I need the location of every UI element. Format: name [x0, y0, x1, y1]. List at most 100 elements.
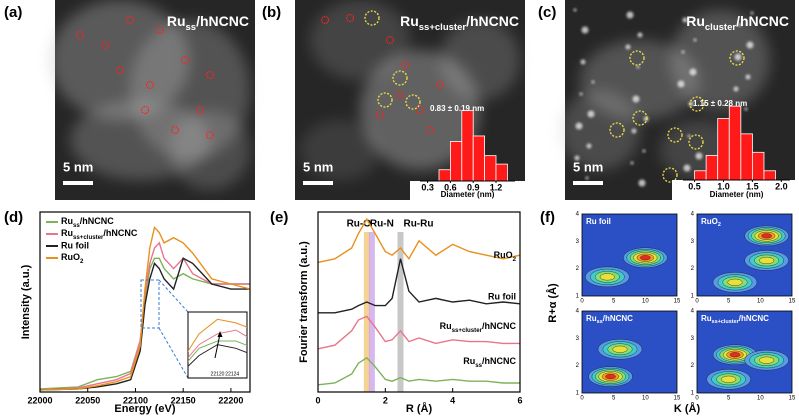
atom-marker: [170, 125, 180, 135]
text-part: ss+cluster: [73, 234, 104, 241]
x-tick-label: 0: [695, 299, 699, 305]
bright-spot: [689, 68, 697, 76]
y-tick-label: 4: [576, 212, 580, 218]
atom-marker: [155, 25, 165, 35]
annotation: 1.15 ± 0.28 nm: [693, 99, 747, 108]
image-texture: [560, 90, 640, 170]
image-title: Rucluster/hNCNC: [686, 13, 789, 33]
y-tick-label: 4: [576, 309, 580, 315]
text-part: /hNCNC: [603, 314, 633, 323]
band: [363, 232, 370, 392]
contour-level: [612, 345, 628, 353]
cluster-marker: [405, 94, 421, 110]
atom-marker: [115, 65, 125, 75]
y-tick-label: 1: [576, 391, 580, 397]
histogram-bar: [484, 155, 497, 182]
micrograph: [50, 0, 255, 200]
bright-spot: [630, 161, 634, 165]
plot-frame: [39, 211, 251, 393]
scale-bar-label: 5 nm: [303, 159, 333, 174]
atom-marker: [145, 80, 155, 90]
text-part: 2: [718, 222, 721, 228]
histogram-bar: [449, 141, 463, 182]
x-tick-label: 0: [695, 396, 699, 402]
x-tick-label: 10: [642, 299, 649, 305]
y-tick-label: 4: [691, 212, 695, 218]
contour-level: [605, 374, 616, 380]
bright-spot: [642, 149, 646, 153]
legend-label: Ru foil: [61, 240, 89, 250]
series-line: [39, 225, 251, 391]
subplot-title: Russ/hNCNC: [586, 314, 633, 325]
wavelet-map: [697, 311, 792, 393]
panel-label: (d): [4, 209, 23, 226]
contour-level: [599, 273, 615, 281]
bright-spot: [579, 92, 583, 96]
bright-spot: [687, 134, 691, 138]
histogram-bar: [717, 118, 730, 181]
image-texture: [670, 10, 770, 110]
bright-spot: [586, 143, 592, 149]
legend-label: RuO2: [61, 252, 84, 265]
bright-spot: [625, 44, 631, 50]
text-part: Ru: [400, 13, 419, 29]
text-part: Ru: [701, 314, 712, 323]
atom-marker: [320, 15, 330, 25]
atom-marker: [205, 130, 215, 140]
atom-marker: [395, 90, 405, 100]
band-label: Ru-Ru: [403, 219, 433, 230]
x-tick-label: 22200: [218, 395, 243, 405]
bright-spot: [632, 95, 640, 103]
x-tick-label: 15: [674, 299, 681, 305]
histogram-axis-background: [410, 181, 525, 200]
series-line: [317, 356, 520, 386]
text-part: Ru: [463, 356, 475, 366]
annotation: 0.83 ± 0.19 nm: [430, 104, 484, 113]
x-axis-title: Diameter (nm): [710, 190, 764, 199]
image-texture: [170, 110, 250, 190]
y-tick-label: 2: [576, 363, 580, 369]
plot-frame: [317, 211, 521, 393]
y-tick-label: 1: [576, 294, 580, 300]
inset-arrowhead: [217, 331, 223, 337]
y-tick-label: 2: [691, 363, 695, 369]
text-part: ss: [186, 22, 197, 33]
y-tick-label: 3: [576, 336, 580, 342]
contour-level: [759, 356, 775, 364]
wavelet-map: [582, 311, 677, 393]
x-tick-label: 22000: [27, 395, 52, 405]
histogram-bar: [694, 170, 707, 181]
atom-marker: [140, 105, 150, 115]
histogram-bar: [763, 170, 776, 181]
y-tick-label: 2: [576, 266, 580, 272]
x-tick-label: 0: [580, 396, 584, 402]
bright-spot: [738, 23, 742, 27]
x-tick-label: 0.5: [688, 181, 701, 191]
image-title: Russ/hNCNC: [167, 13, 249, 33]
bright-spot: [733, 86, 739, 92]
histogram-bar: [740, 133, 753, 181]
y-axis-title: R+α (Å): [546, 283, 559, 323]
text-part: /hNCNC: [739, 314, 769, 323]
image-texture: [300, 120, 380, 180]
histogram-bar: [728, 105, 742, 181]
bright-spot: [746, 41, 754, 49]
subplot-title: Russ+cluster/hNCNC: [701, 314, 769, 325]
contour-level: [729, 352, 741, 358]
bright-spot: [585, 176, 589, 180]
curve-label: Russ/hNCNC: [463, 356, 516, 369]
x-axis-title: R (Å): [406, 402, 433, 415]
subplot-frame: [696, 213, 793, 297]
inset-tick-label: 22120: [211, 371, 225, 377]
bright-spot: [695, 152, 703, 160]
x-tick-label: 1.0: [717, 181, 730, 191]
series-line: [318, 258, 521, 314]
text-part: ss: [597, 319, 603, 325]
subplot-frame: [581, 310, 678, 394]
cluster-marker: [377, 92, 393, 108]
bright-spot: [591, 80, 595, 84]
text-part: ss: [475, 362, 482, 369]
histogram-axis-background: [672, 180, 795, 200]
subplot-title: RuO2: [701, 217, 721, 228]
